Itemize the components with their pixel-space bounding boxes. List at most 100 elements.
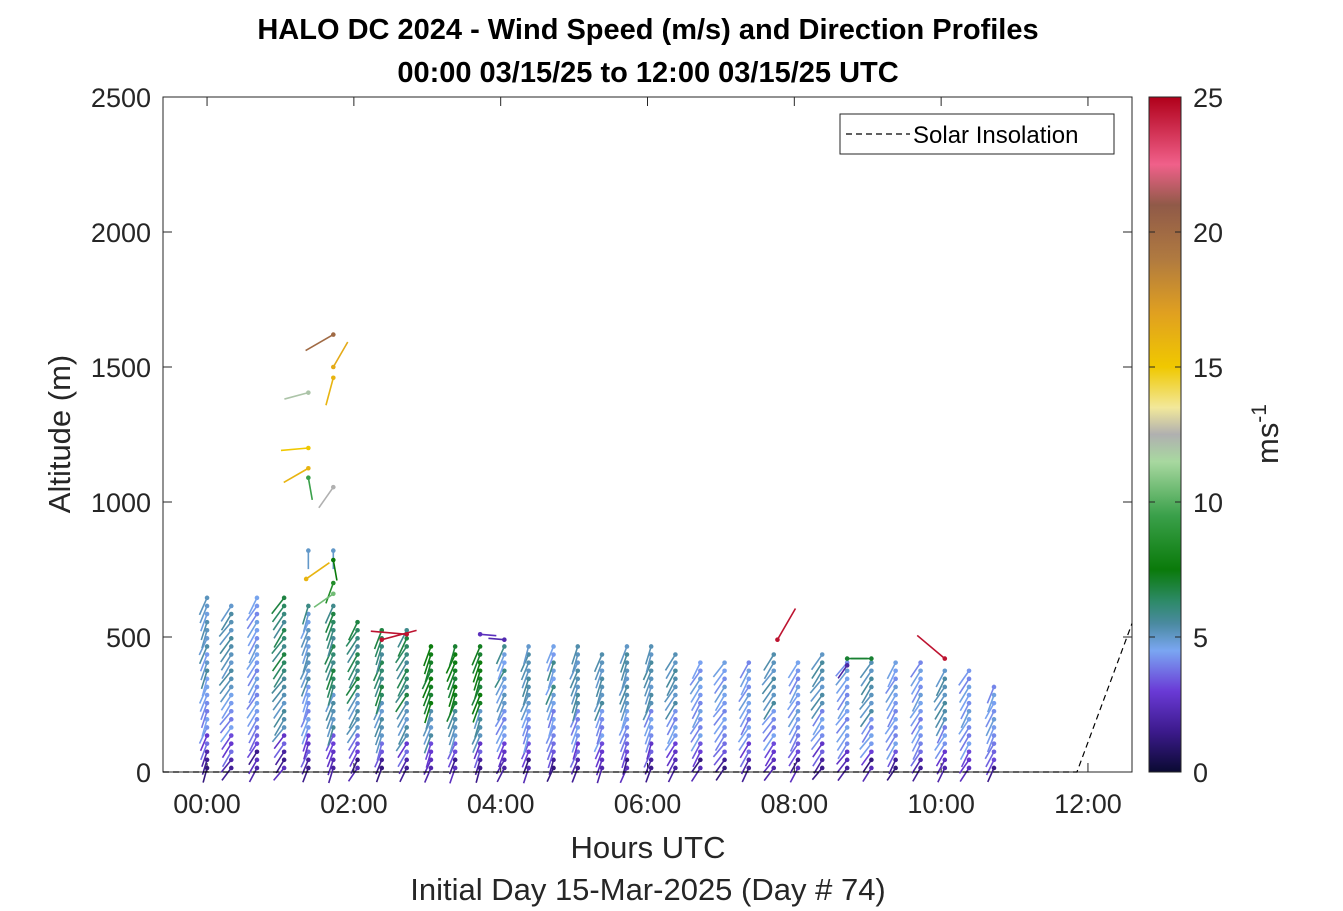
- barb-shaft: [548, 759, 555, 775]
- profile-barb: [376, 652, 385, 674]
- barb-shaft: [911, 759, 922, 774]
- profile-barb: [787, 700, 801, 719]
- barb-shaft: [621, 751, 628, 769]
- barb-shaft: [739, 743, 750, 759]
- profile-barb: [912, 741, 923, 760]
- barb-shaft: [422, 686, 432, 707]
- barb-shaft: [763, 662, 775, 680]
- profile-barb: [424, 741, 434, 760]
- barb-shaft: [787, 743, 799, 759]
- barb-shaft: [985, 751, 995, 768]
- barb-shaft: [395, 735, 408, 752]
- barb-dot: [404, 660, 410, 665]
- profile-barb: [811, 668, 825, 688]
- barb-dot: [452, 749, 458, 755]
- barb-shaft: [248, 637, 258, 655]
- barb-dot: [379, 741, 385, 746]
- barb-shaft: [934, 735, 946, 751]
- barb-shaft: [522, 719, 530, 737]
- barb-shaft: [986, 735, 995, 753]
- barb-shaft: [984, 702, 995, 720]
- profile-barb: [327, 636, 336, 657]
- barb-dot: [281, 660, 287, 665]
- barb-shaft: [594, 662, 603, 681]
- barb-shaft: [547, 670, 555, 689]
- x-tick-label: 08:00: [761, 789, 829, 819]
- profile-barb: [835, 717, 850, 734]
- barb-dot: [942, 749, 948, 755]
- outlier-barb: [477, 632, 497, 637]
- barb-shaft: [570, 759, 579, 775]
- barb-dot: [918, 741, 923, 746]
- barb-dot: [844, 741, 850, 746]
- barb-shaft: [447, 670, 456, 691]
- barb-shaft: [220, 694, 232, 711]
- barb-dot: [331, 684, 336, 690]
- profile-barb: [595, 668, 605, 689]
- barb-shaft: [911, 727, 922, 744]
- barb-dot: [228, 676, 234, 682]
- profile-barb: [740, 676, 752, 696]
- barb-shaft: [273, 735, 285, 750]
- barb-shaft: [887, 670, 897, 688]
- barb-dot: [228, 692, 234, 698]
- barb-dot: [575, 652, 581, 657]
- y-tick-label: 2500: [91, 83, 151, 113]
- barb-shaft: [448, 646, 456, 667]
- barb-shaft: [496, 654, 506, 672]
- profile-barb: [763, 765, 777, 782]
- profile-barb: [201, 627, 210, 649]
- barb-shaft: [496, 767, 506, 783]
- profile-barb: [789, 725, 801, 744]
- barb-dot: [477, 644, 483, 649]
- barb-dot: [331, 603, 336, 609]
- profile-barb: [248, 765, 260, 783]
- barb-shaft: [376, 743, 383, 761]
- barb-dot: [228, 733, 234, 738]
- profile-barb: [689, 717, 703, 735]
- barb-dot: [281, 725, 287, 730]
- barb-shaft: [447, 710, 456, 730]
- barb-shaft: [912, 743, 922, 760]
- profile-barb: [348, 700, 360, 720]
- barb-shaft: [495, 646, 506, 665]
- barb-dot: [819, 660, 825, 665]
- barb-dot: [204, 749, 210, 755]
- barb-dot: [204, 668, 210, 674]
- profile-barb: [302, 765, 311, 783]
- profile-barb: [271, 652, 287, 672]
- barb-dot: [281, 749, 287, 755]
- profile-barb: [348, 741, 360, 759]
- barb-shaft: [396, 662, 408, 680]
- profile-barb: [959, 741, 972, 760]
- profile-barb: [546, 700, 556, 721]
- x-tick-label: 04:00: [467, 789, 535, 819]
- barb-shaft: [521, 751, 530, 768]
- barb-dot: [228, 636, 234, 641]
- profile-barb: [273, 765, 287, 781]
- barb-shaft: [398, 759, 408, 775]
- barb-shaft: [910, 751, 922, 767]
- barb-dot: [575, 684, 581, 690]
- profile-barb: [835, 749, 850, 765]
- profile-barb: [812, 717, 825, 736]
- barb-shaft: [397, 678, 408, 697]
- barb-dot: [306, 627, 311, 633]
- barb-dot: [404, 733, 410, 738]
- barb-dot: [306, 548, 311, 553]
- barb-shaft: [449, 694, 456, 716]
- profile-barb: [763, 700, 777, 720]
- barb-shaft: [220, 726, 232, 743]
- barb-dot: [306, 611, 311, 617]
- barb-dot: [698, 708, 703, 714]
- barb-shaft: [247, 670, 258, 687]
- barb-dot: [698, 749, 703, 755]
- profile-barb: [762, 725, 777, 743]
- profile-barb: [737, 725, 752, 743]
- barb-dot: [575, 676, 581, 682]
- barb-dot: [502, 757, 507, 763]
- barb-shaft: [374, 719, 383, 738]
- profile-barb: [219, 684, 234, 703]
- barb-shaft: [644, 646, 652, 665]
- profile-barb: [325, 700, 336, 721]
